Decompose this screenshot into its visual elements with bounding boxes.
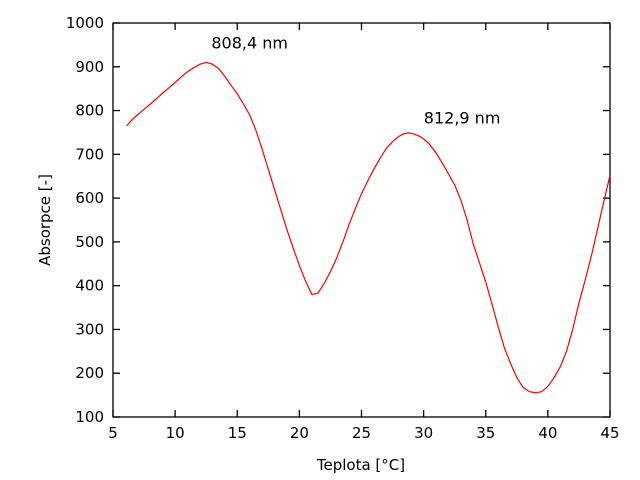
x-tick-label: 45 — [600, 424, 619, 442]
y-tick-label: 1000 — [66, 14, 104, 32]
annotation-labels: 808,4 nm 812,9 nm — [211, 34, 500, 128]
x-tick-label: 15 — [228, 424, 247, 442]
data-curve — [126, 61, 611, 394]
axis-tick-labels: 5 10 15 20 25 30 35 40 45 100 200 300 400 500 600 700 80… — [66, 14, 620, 442]
y-tick-label: 700 — [75, 145, 104, 163]
y-axis-title: Absorpce [-] — [36, 174, 54, 266]
axis-ticks — [112, 22, 611, 418]
y-tick-label: 800 — [75, 102, 104, 120]
x-tick-label: 10 — [166, 424, 185, 442]
plot-border — [112, 22, 611, 418]
x-tick-label: 25 — [352, 424, 371, 442]
y-tick-label: 600 — [75, 189, 104, 207]
y-tick-label: 500 — [75, 233, 104, 251]
annotation-label: 812,9 nm — [424, 108, 501, 127]
y-tick-label: 200 — [75, 364, 104, 382]
x-tick-label: 35 — [476, 424, 495, 442]
x-tick-label: 40 — [538, 424, 557, 442]
y-tick-label: 900 — [75, 58, 104, 76]
y-tick-label: 100 — [75, 408, 104, 426]
x-tick-label: 5 — [108, 424, 118, 442]
x-axis-title: Teplota [°C] — [316, 456, 405, 474]
annotation-label: 808,4 nm — [211, 34, 288, 53]
x-tick-label: 30 — [414, 424, 433, 442]
x-tick-label: 20 — [290, 424, 309, 442]
y-tick-label: 300 — [75, 320, 104, 338]
y-tick-label: 400 — [75, 277, 104, 295]
